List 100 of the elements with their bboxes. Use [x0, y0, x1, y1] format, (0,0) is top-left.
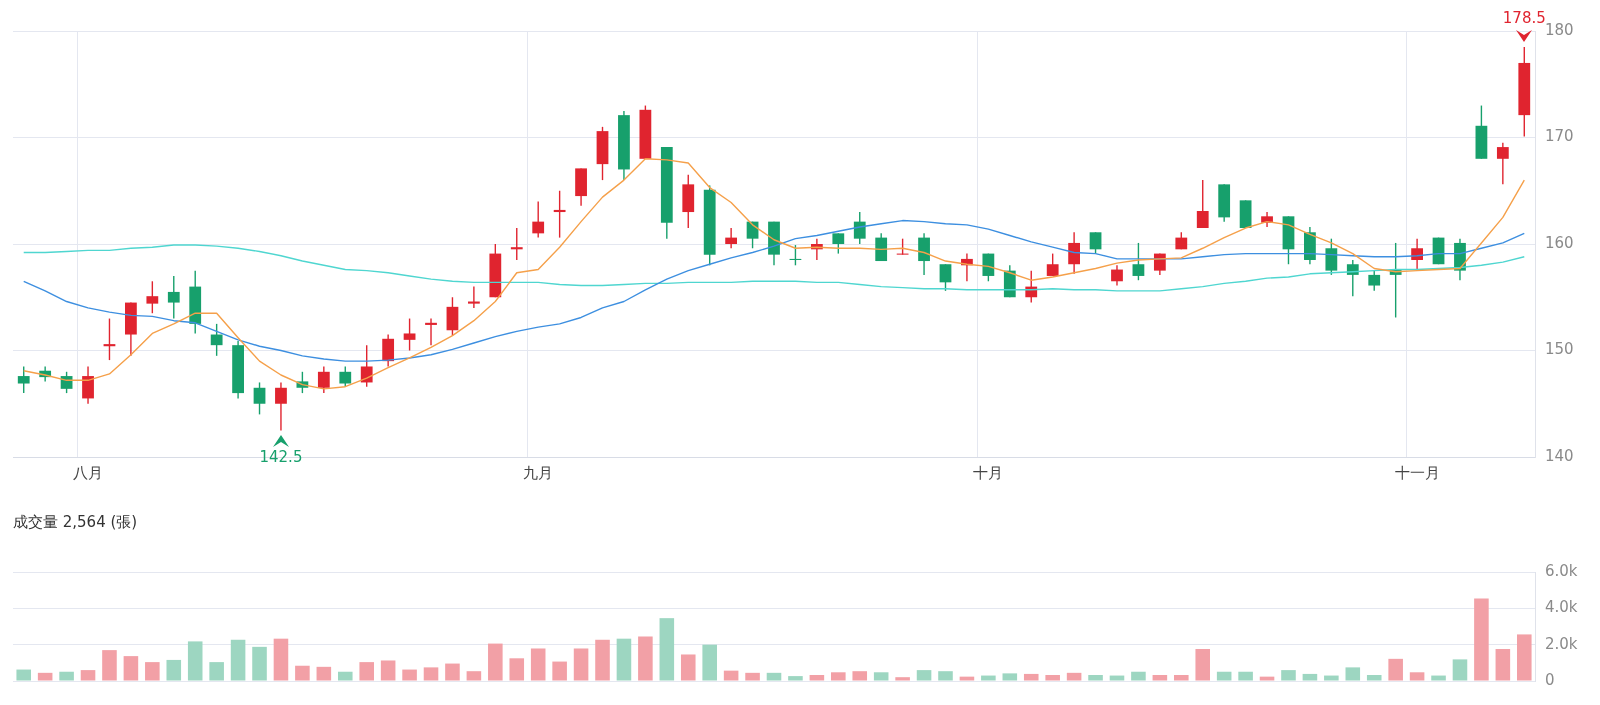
bar	[1109, 675, 1125, 681]
candlestick	[939, 263, 952, 292]
candlestick	[1196, 179, 1209, 229]
bar	[552, 661, 567, 681]
bar	[359, 662, 374, 681]
bar	[402, 669, 417, 681]
bar	[831, 672, 846, 681]
annotation: 178.5	[1502, 9, 1546, 28]
bar	[1324, 675, 1339, 681]
bar	[530, 648, 546, 681]
candlestick	[1111, 264, 1123, 287]
bar	[1023, 673, 1039, 681]
bar	[1088, 675, 1103, 681]
bar	[423, 667, 439, 681]
candlestick	[982, 252, 995, 282]
bar	[1388, 658, 1403, 681]
y-tick-label: 6.0k	[1545, 561, 1578, 580]
bar	[766, 672, 782, 681]
y-tick-label: 170	[1545, 127, 1574, 146]
bar	[809, 675, 825, 681]
candlestick	[1368, 269, 1381, 292]
candlestick	[510, 227, 523, 261]
bar	[981, 675, 996, 681]
bar	[1495, 649, 1511, 681]
bar	[380, 660, 396, 681]
bar	[959, 676, 975, 681]
bar	[1174, 675, 1189, 681]
bar	[680, 654, 696, 681]
bar	[788, 676, 803, 681]
candlestick	[253, 381, 266, 416]
bar	[616, 638, 632, 681]
candlestick	[467, 285, 480, 309]
bar	[316, 666, 332, 681]
candlestick	[832, 232, 845, 255]
bar	[123, 656, 139, 681]
candlestick	[1132, 242, 1145, 281]
candlestick	[360, 344, 373, 388]
bar	[1066, 672, 1082, 681]
bar	[1345, 667, 1361, 681]
bar	[723, 670, 739, 681]
bar	[1131, 671, 1146, 681]
bar	[1431, 675, 1446, 681]
bar	[852, 671, 868, 681]
annotation: 142.5	[259, 447, 303, 466]
bar	[938, 671, 953, 681]
bar	[573, 648, 589, 681]
candlestick	[167, 275, 180, 320]
candlestick	[425, 317, 437, 346]
bar	[230, 639, 246, 681]
y-tick-label: 160	[1545, 233, 1574, 252]
bar	[166, 659, 182, 681]
y-tick-label: 4.0k	[1545, 598, 1578, 617]
candlestick	[532, 200, 545, 239]
candlestick	[1089, 231, 1102, 255]
bar	[1409, 672, 1425, 681]
candlestick	[146, 280, 159, 314]
candlestick	[1325, 237, 1338, 276]
bar	[1474, 598, 1489, 681]
candlestick	[1068, 231, 1081, 275]
candlestick	[317, 365, 330, 394]
bar	[1259, 676, 1275, 681]
bar	[80, 670, 96, 681]
candlestick	[82, 365, 94, 405]
bar	[1216, 671, 1232, 681]
bar	[209, 662, 224, 681]
bar	[1452, 659, 1468, 681]
chart-title: 成交量 2,564 (張)	[13, 512, 138, 531]
bar	[16, 669, 32, 681]
y-tick-label: 140	[1545, 446, 1574, 465]
bar	[1238, 671, 1253, 681]
bar	[1002, 673, 1018, 681]
candlestick	[1411, 237, 1423, 271]
bar	[1516, 634, 1532, 681]
candlestick	[17, 365, 30, 394]
x-tick-label: 十一月	[1394, 463, 1440, 482]
bar	[1152, 675, 1168, 681]
candlestick	[339, 365, 352, 388]
candlestick	[725, 227, 738, 249]
bar	[659, 618, 675, 681]
candlestick	[553, 190, 566, 239]
bar	[595, 639, 610, 681]
bar	[873, 672, 889, 681]
bar	[488, 643, 503, 681]
bar	[509, 658, 525, 681]
bar	[1302, 673, 1318, 681]
candlestick	[1346, 259, 1359, 297]
x-tick-label: 八月	[73, 463, 104, 482]
bar	[295, 665, 310, 681]
bar	[1195, 649, 1211, 681]
candlestick	[1046, 252, 1059, 277]
candlestick	[853, 211, 866, 245]
bar	[895, 677, 910, 681]
bar	[1045, 675, 1060, 681]
y-tick-label: 2.0k	[1545, 634, 1578, 653]
candlestick	[210, 323, 223, 357]
bar	[102, 650, 117, 681]
bar	[337, 671, 353, 681]
bar	[1366, 675, 1382, 681]
bar	[745, 672, 760, 681]
x-tick-label: 九月	[523, 463, 554, 482]
